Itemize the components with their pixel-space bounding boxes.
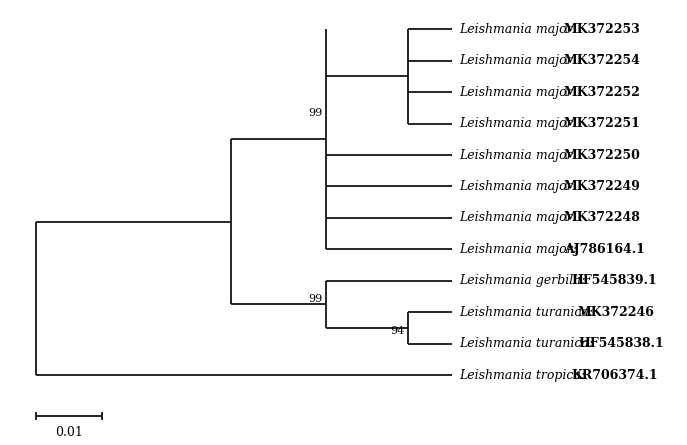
Text: Leishmania tropica:: Leishmania tropica: xyxy=(459,368,589,382)
Text: Leishmania turanica:: Leishmania turanica: xyxy=(459,306,598,319)
Text: Leishmania major:: Leishmania major: xyxy=(459,243,581,256)
Text: Leishmania major:: Leishmania major: xyxy=(459,86,581,99)
Text: 99: 99 xyxy=(308,295,322,304)
Text: MK372250: MK372250 xyxy=(564,149,641,162)
Text: MK372253: MK372253 xyxy=(564,23,641,36)
Text: 94: 94 xyxy=(390,326,405,336)
Text: MK372249: MK372249 xyxy=(564,180,641,193)
Text: MK372252: MK372252 xyxy=(564,86,641,99)
Text: Leishmania major:: Leishmania major: xyxy=(459,23,581,36)
Text: 0.01: 0.01 xyxy=(55,426,82,439)
Text: Leishmania major:: Leishmania major: xyxy=(459,180,581,193)
Text: HF545839.1: HF545839.1 xyxy=(572,274,657,287)
Text: Leishmania turanica:: Leishmania turanica: xyxy=(459,337,598,350)
Text: 99: 99 xyxy=(308,108,322,118)
Text: MK372246: MK372246 xyxy=(578,306,655,319)
Text: MK372248: MK372248 xyxy=(564,211,641,224)
Text: Leishmania major:: Leishmania major: xyxy=(459,117,581,130)
Text: HF545838.1: HF545838.1 xyxy=(578,337,664,350)
Text: Leishmania major:: Leishmania major: xyxy=(459,54,581,67)
Text: Leishmania major:: Leishmania major: xyxy=(459,211,581,224)
Text: Leishmania major:: Leishmania major: xyxy=(459,149,581,162)
Text: Leishmania gerbilli:: Leishmania gerbilli: xyxy=(459,274,589,287)
Text: KR706374.1: KR706374.1 xyxy=(571,368,657,382)
Text: AJ786164.1: AJ786164.1 xyxy=(564,243,645,256)
Text: MK372251: MK372251 xyxy=(564,117,641,130)
Text: MK372254: MK372254 xyxy=(564,54,641,67)
